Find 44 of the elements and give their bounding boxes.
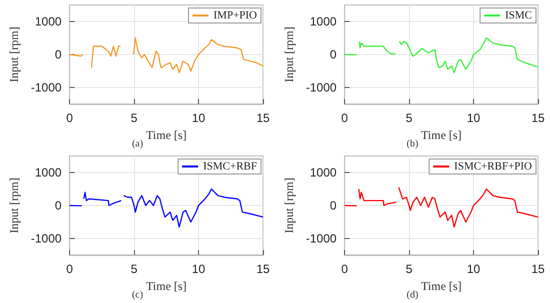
text: (b): [406, 138, 418, 150]
x-tick-label: 15: [256, 262, 270, 276]
y-tick-label: -1000: [30, 232, 62, 246]
y-tick-label: -1000: [30, 80, 62, 94]
x-tick-label: 0: [66, 111, 74, 125]
text: (d): [406, 290, 418, 300]
y-tick-label: 1000: [310, 14, 337, 28]
y-tick-label: 1000: [34, 166, 62, 180]
x-tick-label: 10: [466, 262, 481, 276]
x-tick-label: 10: [192, 262, 206, 276]
legend-label: ISMC+RBF+PIO: [454, 160, 532, 172]
x-tick-label: 5: [406, 262, 413, 276]
x-axis-title: Time [s]: [146, 278, 187, 293]
y-tick-label: 0: [54, 48, 62, 62]
y-tick-label: -1000: [306, 80, 337, 94]
y-tick-label: 1000: [310, 166, 337, 180]
text: (c): [132, 290, 144, 300]
y-tick-label: -1000: [306, 232, 337, 246]
x-tick-label: 15: [531, 111, 545, 125]
x-axis-title: Time [s]: [421, 128, 462, 142]
x-tick-label: 5: [406, 111, 413, 125]
y-tick-label: 0: [330, 198, 337, 212]
x-tick-label: 15: [256, 111, 270, 125]
y-tick-label: 0: [330, 48, 337, 62]
legend-label: ISMC: [505, 10, 532, 22]
y-axis-title: Input [rpm]: [282, 178, 296, 234]
y-axis-title: Input [rpm]: [7, 178, 21, 234]
x-tick-label: 10: [192, 111, 206, 125]
x-axis-title: Time [s]: [146, 128, 187, 142]
y-tick-label: 1000: [34, 14, 62, 28]
legend-label: ISMC+RBF: [203, 160, 258, 172]
x-tick-label: 10: [466, 111, 481, 125]
x-tick-label: 5: [130, 111, 138, 125]
x-tick-label: 15: [531, 262, 545, 276]
x-tick-label: 0: [66, 262, 74, 276]
y-axis-title: Input [rpm]: [282, 26, 296, 82]
legend-label: IMP+PIO: [214, 10, 258, 22]
y-tick-label: 0: [54, 198, 62, 212]
x-axis-title: Time [s]: [421, 278, 462, 293]
y-axis-title: Input [rpm]: [7, 26, 21, 82]
x-tick-label: 0: [341, 111, 348, 125]
x-tick-label: 0: [341, 262, 348, 276]
text: (a): [132, 138, 144, 150]
x-tick-label: 5: [130, 262, 138, 276]
